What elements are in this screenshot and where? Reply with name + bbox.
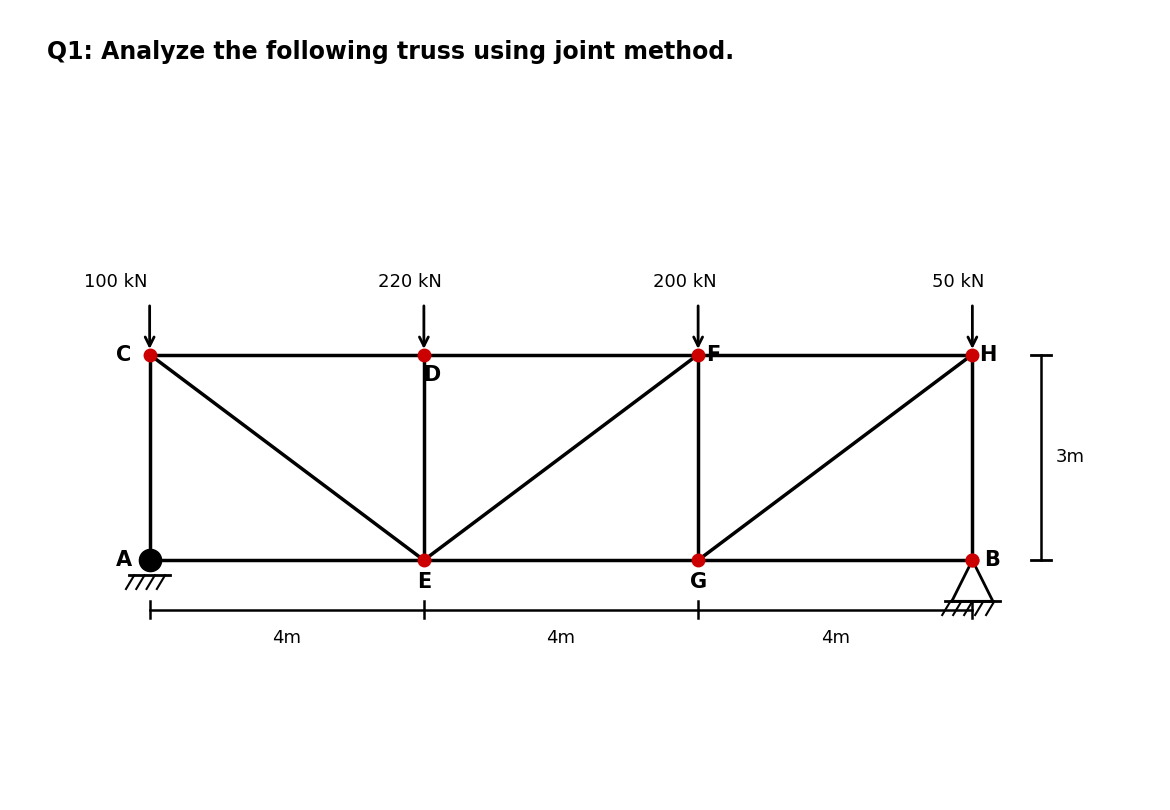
Text: G: G — [689, 572, 707, 592]
Text: 50 kN: 50 kN — [932, 273, 985, 291]
Text: Q1: Analyze the following truss using joint method.: Q1: Analyze the following truss using jo… — [47, 40, 734, 65]
Text: D: D — [424, 365, 441, 385]
Text: 220 kN: 220 kN — [378, 273, 442, 291]
Text: 3m: 3m — [1057, 449, 1085, 467]
Text: H: H — [979, 344, 996, 364]
Text: F: F — [706, 344, 721, 364]
Text: 4m: 4m — [273, 629, 301, 646]
Text: 100 kN: 100 kN — [83, 273, 147, 291]
Text: E: E — [417, 572, 431, 592]
Text: 4m: 4m — [820, 629, 849, 646]
Text: A: A — [116, 550, 132, 570]
Text: C: C — [116, 344, 131, 364]
Text: 4m: 4m — [546, 629, 576, 646]
Text: B: B — [984, 550, 999, 570]
Text: 200 kN: 200 kN — [653, 273, 716, 291]
